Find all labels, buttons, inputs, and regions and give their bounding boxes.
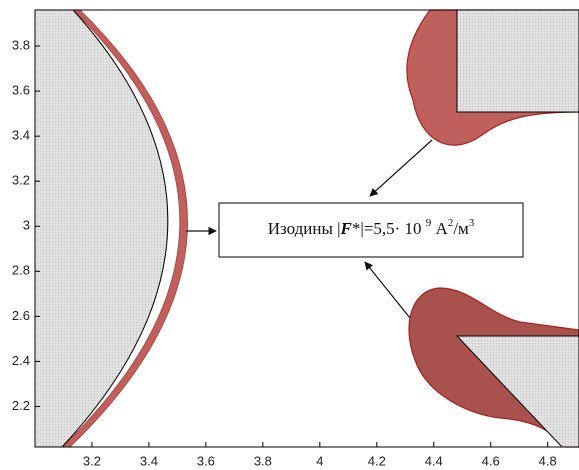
annotation-text: 2	[448, 217, 454, 229]
x-tick-label: 4.2	[368, 453, 386, 468]
x-tick-label: 3.8	[254, 453, 272, 468]
x-tick-label: 4	[316, 453, 323, 468]
annotation-text: *|=5,5· 10	[352, 219, 426, 238]
annotation-text: 9	[426, 217, 432, 229]
y-tick-label: 2.6	[12, 308, 30, 323]
x-tick-label: 3.2	[83, 453, 101, 468]
arrow	[369, 139, 433, 197]
annotation-box	[218, 202, 524, 258]
annotation: Изодины |F*|=5,5· 10 9 А2/м3	[268, 217, 475, 238]
y-tick-label: 2.8	[12, 263, 30, 278]
y-tick-label: 2.4	[12, 353, 30, 368]
conductor-region	[456, 9, 579, 113]
x-tick-label: 3.4	[140, 453, 158, 468]
annotation-text: F	[340, 219, 353, 238]
annotation-text: Изодины |	[268, 219, 341, 238]
y-tick-label: 3.8	[12, 37, 30, 52]
y-tick-label: 3.2	[12, 173, 30, 188]
x-tick-label: 3.6	[197, 453, 215, 468]
annotation-text: /м	[453, 219, 469, 238]
x-tick-label: 4.4	[425, 453, 443, 468]
x-tick-label: 4.6	[482, 453, 500, 468]
y-tick-label: 3.4	[12, 128, 30, 143]
y-tick-label: 2.2	[12, 398, 30, 413]
arrow	[364, 261, 411, 319]
conductor-region	[455, 335, 579, 448]
annotation-text: 3	[469, 217, 475, 229]
y-tick-label: 3.6	[12, 83, 30, 98]
axes-frame	[34, 9, 579, 448]
annotation-text: А	[431, 219, 448, 238]
y-tick-label: 3	[23, 218, 30, 233]
conductor-region	[34, 9, 169, 448]
x-tick-label: 4.8	[539, 453, 557, 468]
